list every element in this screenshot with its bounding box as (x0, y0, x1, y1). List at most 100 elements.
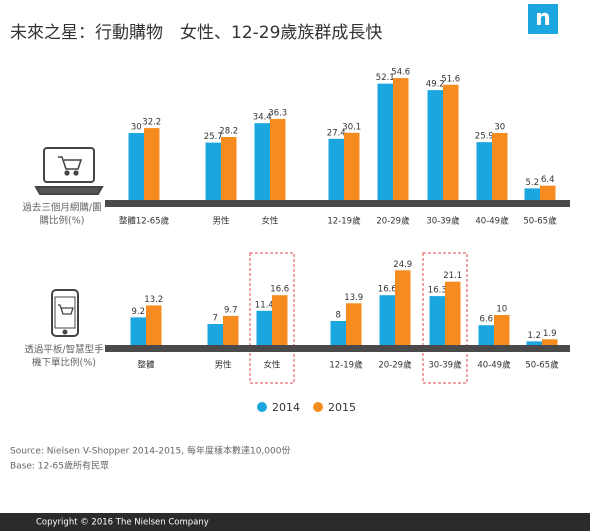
bar (542, 339, 558, 345)
bar (256, 310, 272, 345)
bar (524, 188, 540, 200)
bar (492, 133, 508, 200)
bar (540, 185, 556, 200)
panel-label: 透過平板/智慧型手 (24, 344, 104, 356)
x-tick-label: 20-29歲 (378, 360, 412, 371)
bar (379, 295, 395, 345)
data-label: 25.9 (475, 132, 494, 142)
data-label: 16.3 (428, 286, 447, 296)
data-label: 13.9 (344, 293, 363, 303)
bar (526, 341, 542, 345)
data-label: 1.9 (543, 329, 557, 339)
bar (393, 78, 409, 200)
data-label: 51.6 (441, 74, 460, 84)
data-label: 30 (131, 123, 142, 133)
data-label: 8 (336, 311, 341, 321)
data-label: 30 (494, 123, 505, 133)
bar (330, 321, 346, 345)
bar (443, 84, 459, 200)
panel-label: 機下單比例(%) (32, 357, 96, 369)
panel-label: 購比例(%) (40, 215, 85, 227)
bar (429, 296, 445, 345)
x-tick-label: 40-49歲 (475, 216, 509, 227)
bar (146, 305, 162, 345)
data-label: 21.1 (443, 271, 462, 281)
logo-box (528, 4, 558, 34)
bar (223, 315, 239, 345)
bar (144, 128, 160, 200)
bar (221, 137, 237, 200)
logo: n (535, 6, 551, 31)
data-label: 6.4 (541, 175, 555, 185)
bar (494, 315, 510, 345)
panel-label: 過去三個月網購/團 (22, 202, 101, 214)
x-tick-label: 男性 (212, 216, 230, 227)
bar (130, 317, 146, 345)
legend-label: 2015 (328, 401, 356, 414)
legend-marker (257, 402, 267, 412)
bar (344, 132, 360, 200)
data-label: 9.2 (131, 307, 145, 317)
chart-title: 未來之星：行動購物 女性、12-29歲族群成長快 (10, 23, 382, 43)
bar (254, 123, 270, 200)
x-tick-label: 20-29歲 (376, 216, 410, 227)
data-label: 5.2 (525, 178, 539, 188)
bar (476, 142, 492, 200)
data-label: 49.2 (426, 80, 445, 90)
data-label: 27.4 (327, 128, 346, 138)
bar (445, 281, 461, 345)
data-label: 54.6 (391, 68, 410, 78)
data-label: 24.9 (393, 260, 412, 270)
bar (427, 90, 443, 200)
x-tick-label: 50-65歲 (523, 216, 557, 227)
bar (272, 295, 288, 345)
data-label: 6.6 (479, 315, 493, 325)
x-tick-label: 男性 (214, 360, 232, 371)
x-tick-label: 女性 (261, 216, 279, 227)
footer-bar (0, 513, 590, 531)
footer: Copyright © 2016 The Nielsen Company (36, 518, 209, 528)
baseline (105, 200, 570, 207)
data-label: 28.2 (219, 127, 238, 137)
x-tick-label: 整體 (137, 360, 155, 371)
data-label: 13.2 (144, 295, 163, 305)
legend-label: 2014 (272, 401, 300, 414)
data-label: 16.6 (378, 285, 397, 295)
x-tick-label: 12-19歲 (327, 216, 361, 227)
bar (328, 138, 344, 200)
x-tick-label: 50-65歲 (525, 360, 559, 371)
bar (207, 324, 223, 345)
source-note: Base: 12-65歲所有民眾 (10, 460, 109, 472)
bar (395, 270, 411, 345)
x-tick-label: 整體12-65歲 (119, 216, 170, 227)
data-label: 7 (213, 314, 218, 324)
data-label: 30.1 (342, 122, 361, 132)
phone-icon (51, 289, 79, 337)
data-label: 9.7 (224, 305, 238, 315)
bar (478, 325, 494, 345)
bar (270, 118, 286, 200)
data-label: 34.4 (253, 113, 272, 123)
bar (205, 142, 221, 200)
x-tick-label: 12-19歲 (329, 360, 363, 371)
x-tick-label: 30-39歲 (426, 216, 460, 227)
laptop-icon (34, 147, 104, 195)
data-label: 1.2 (527, 331, 541, 341)
data-label: 11.4 (255, 300, 274, 310)
source-note: Source: Nielsen V-Shopper 2014-2015, 每年度… (10, 445, 290, 457)
data-label: 32.2 (142, 118, 161, 128)
data-label: 36.3 (268, 108, 287, 118)
highlight-box (249, 252, 295, 384)
bar (377, 83, 393, 200)
bar (346, 303, 362, 345)
legend-marker (313, 402, 323, 412)
highlight-box (422, 252, 468, 384)
data-label: 10 (496, 305, 507, 315)
data-label: 52.1 (376, 73, 395, 83)
data-label: 25.7 (204, 132, 223, 142)
data-label: 16.6 (270, 285, 289, 295)
x-tick-label: 40-49歲 (477, 360, 511, 371)
x-tick-label: 女性 (263, 360, 281, 371)
